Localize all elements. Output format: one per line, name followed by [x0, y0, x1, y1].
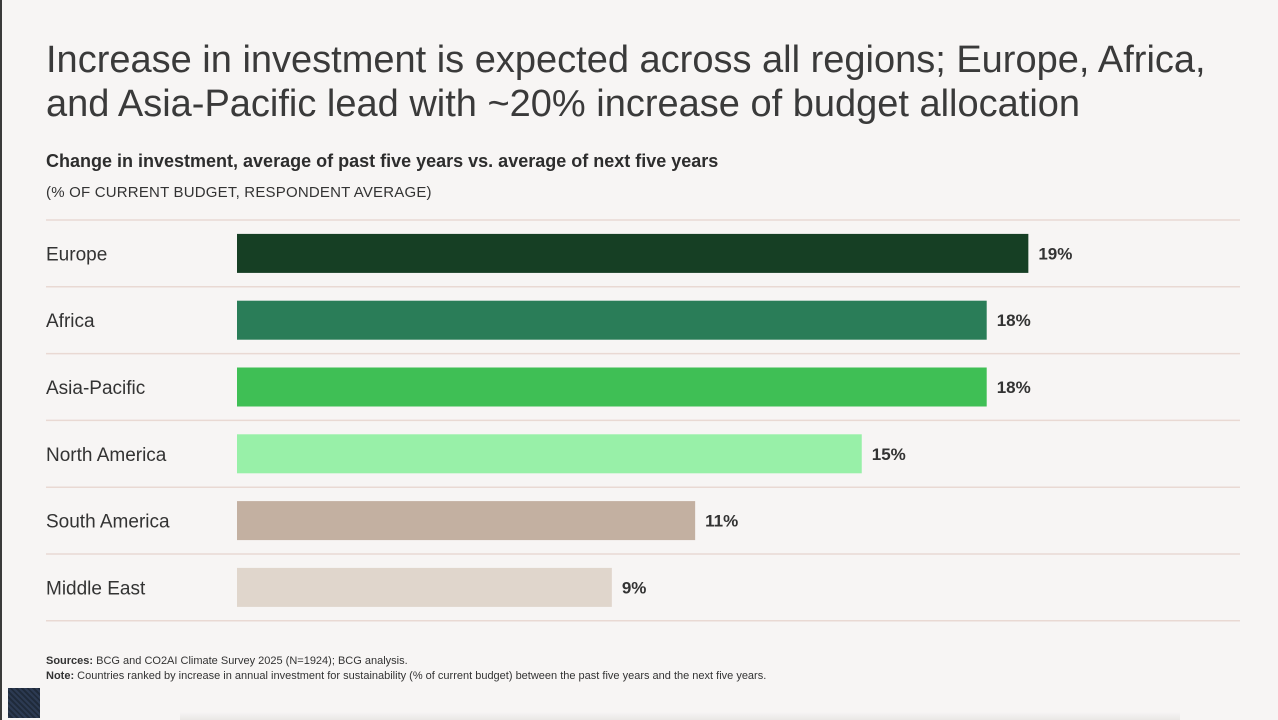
sources-line: Sources: BCG and CO2AI Climate Survey 20…	[46, 654, 766, 669]
note-label: Note:	[46, 670, 75, 682]
category-label: North America	[46, 445, 167, 466]
category-label: South America	[46, 512, 170, 533]
value-label: 18%	[997, 378, 1031, 397]
sources-label: Sources:	[46, 655, 94, 667]
bar-europe	[237, 233, 1029, 273]
bottom-shadow	[180, 712, 1180, 720]
chart-footer: Sources: BCG and CO2AI Climate Survey 20…	[46, 654, 766, 684]
chart-title: Change in investment, average of past fi…	[46, 151, 719, 171]
corner-logo	[8, 688, 40, 718]
value-label: 15%	[872, 445, 906, 464]
category-label: Europe	[46, 244, 107, 265]
note-line: Note: Countries ranked by increase in an…	[46, 669, 766, 684]
note-text: Countries ranked by increase in annual i…	[77, 670, 767, 682]
value-label: 19%	[1038, 244, 1072, 263]
category-label: Middle East	[46, 578, 146, 599]
bar-south-america	[237, 501, 696, 541]
left-edge-border	[0, 0, 2, 720]
page-headline: Increase in investment is expected acros…	[46, 38, 1246, 126]
category-label: Africa	[46, 311, 95, 332]
headline-line-2: and Asia-Pacific lead with ~20% increase…	[46, 83, 1081, 125]
value-label: 18%	[997, 311, 1031, 330]
bar-asia-pacific	[237, 367, 987, 407]
sources-text: BCG and CO2AI Climate Survey 2025 (N=192…	[96, 655, 408, 667]
category-label: Asia-Pacific	[46, 378, 145, 399]
bar-middle-east	[237, 567, 612, 607]
bar-north-america	[237, 434, 862, 474]
bar-africa	[237, 300, 987, 340]
headline-line-1: Increase in investment is expected acros…	[46, 39, 1206, 81]
value-label: 9%	[622, 578, 647, 597]
chart-subtitle: (% OF CURRENT BUDGET, RESPONDENT AVERAGE…	[46, 184, 432, 201]
value-label: 11%	[705, 512, 738, 531]
